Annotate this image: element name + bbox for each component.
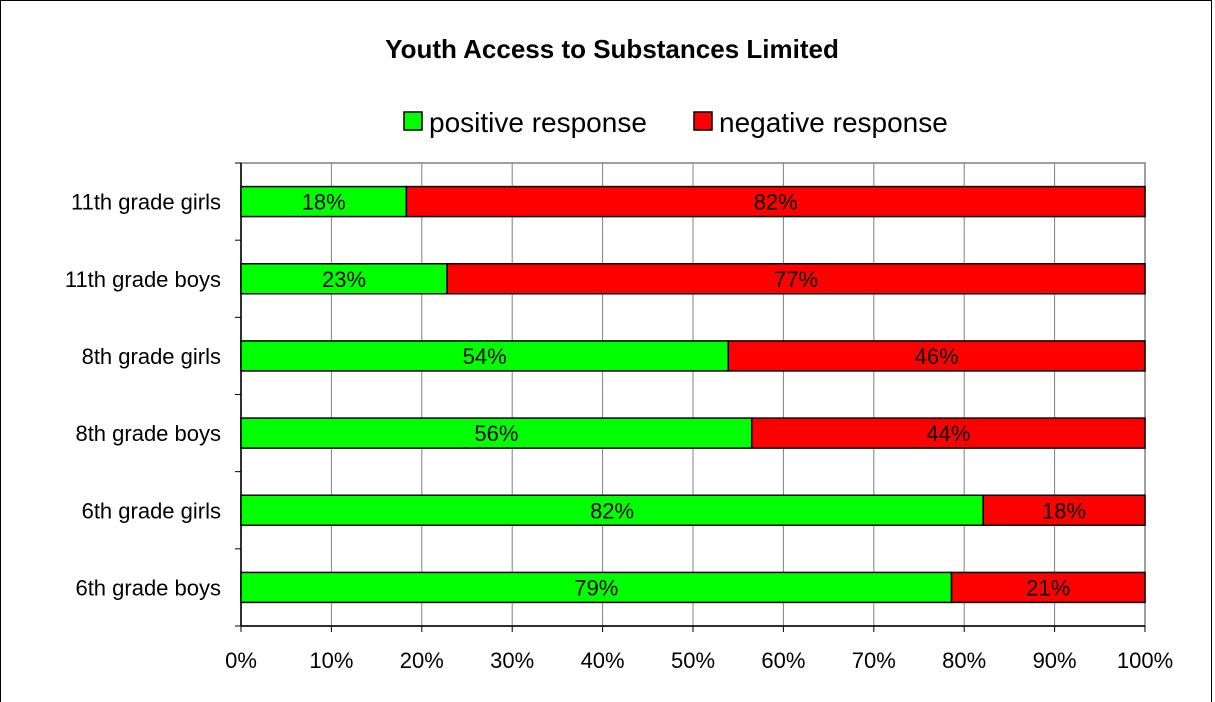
bar-segment (982, 494, 1146, 526)
bar-segment (405, 185, 1146, 218)
x-tick-label: 70% (852, 648, 896, 673)
bar-segment (727, 340, 1146, 372)
legend: positive response negative response (403, 107, 948, 138)
x-tick-label: 10% (309, 648, 353, 673)
x-tick-label: 100% (1117, 648, 1173, 673)
category-label: 8th grade boys (75, 421, 221, 446)
x-tick-label: 0% (225, 648, 257, 673)
legend-label: positive response (429, 107, 647, 138)
category-label: 8th grade girls (82, 344, 221, 369)
data-label: 18% (1042, 498, 1086, 523)
chart-title: Youth Access to Substances Limited (385, 34, 839, 64)
data-label: 44% (926, 421, 970, 446)
x-tick-label: 90% (1033, 648, 1077, 673)
plot-area: 0% 10% 20% 30% 40% 50% 60% 70% 80% 90% 100% 11th gr… (65, 162, 1173, 673)
data-label: 77% (774, 267, 818, 292)
x-tick-label: 20% (400, 648, 444, 673)
x-tick-label: 30% (490, 648, 534, 673)
legend-swatch (403, 111, 423, 131)
data-label: 82% (754, 190, 798, 215)
category-label: 6th grade boys (75, 575, 221, 600)
legend-label: negative response (719, 107, 948, 138)
legend-swatch (693, 111, 713, 131)
data-label: 56% (474, 421, 518, 446)
data-label: 79% (574, 575, 618, 600)
bar-segment (240, 417, 753, 449)
category-label: 6th grade girls (82, 498, 221, 523)
data-label: 54% (463, 344, 507, 369)
bar-segment (240, 263, 448, 295)
data-label: 46% (915, 344, 959, 369)
x-tick-label: 50% (671, 648, 715, 673)
bar-segment (950, 571, 1146, 604)
x-tick-label: 60% (761, 648, 805, 673)
x-tick-label: 40% (581, 648, 625, 673)
bar-segment (751, 417, 1146, 449)
x-tick-label: 80% (942, 648, 986, 673)
category-label: 11th grade girls (71, 190, 221, 215)
category-label: 11th grade boys (65, 267, 221, 292)
bar-segment (446, 263, 1146, 295)
bar-segment (240, 571, 953, 604)
data-label: 18% (302, 190, 346, 215)
data-label: 21% (1026, 575, 1070, 600)
bar-segment (240, 494, 984, 526)
data-label: 23% (322, 267, 366, 292)
data-label: 82% (590, 498, 634, 523)
